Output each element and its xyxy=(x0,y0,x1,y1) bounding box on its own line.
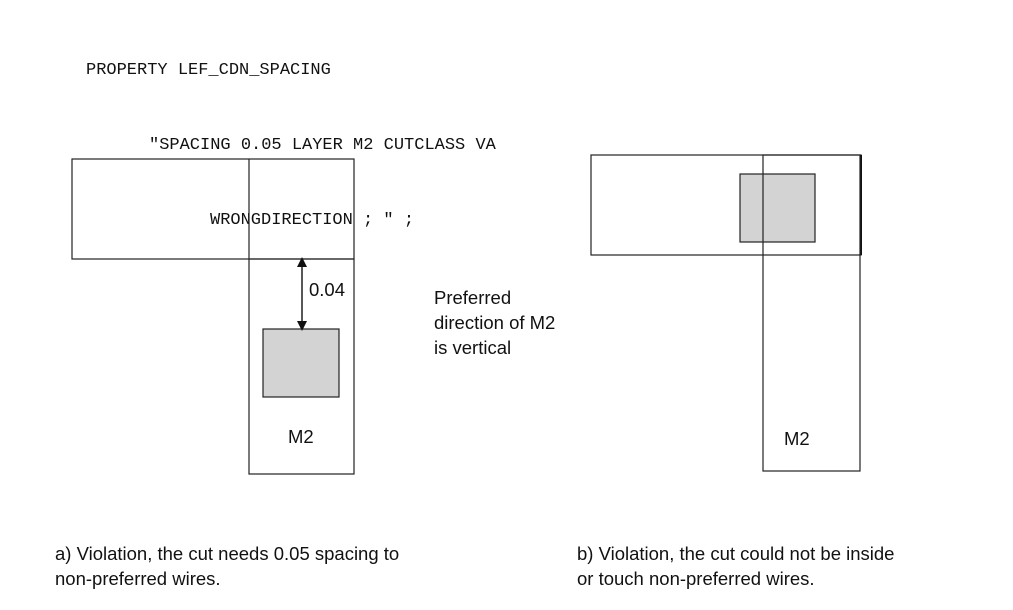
caption-b-line-2: or touch non-preferred wires. xyxy=(577,568,815,589)
cut-via xyxy=(262,328,340,398)
note-line-1: Preferred xyxy=(434,287,511,308)
note-line-2: direction of M2 xyxy=(434,312,555,333)
caption-b: b) Violation, the cut could not be insid… xyxy=(577,541,894,591)
code-line-1: PROPERTY LEF_CDN_SPACING xyxy=(86,61,331,80)
preferred-direction-note: Preferred direction of M2 is vertical xyxy=(434,287,560,358)
caption-a: a) Violation, the cut needs 0.05 spacing… xyxy=(55,541,399,591)
layer-label-m2: M2 xyxy=(288,426,314,447)
code-line-2: "SPACING 0.05 LAYER M2 CUTCLASS VA xyxy=(149,136,496,155)
note-line-3: is vertical xyxy=(434,337,511,358)
non-preferred-wire xyxy=(71,158,355,260)
caption-b-line-1: b) Violation, the cut could not be insid… xyxy=(577,543,895,564)
diagram-b: M2 xyxy=(590,154,862,472)
layer-label-m2: M2 xyxy=(784,428,810,449)
caption-a-line-2: non-preferred wires. xyxy=(55,568,221,589)
m2-vertical-wire xyxy=(762,154,861,472)
code-line-3: WRONGDIRECTION ; " ; xyxy=(210,211,415,230)
diagram-a: 0.04 M2 xyxy=(71,158,355,475)
cut-via xyxy=(739,173,816,243)
dimension-label: 0.04 xyxy=(309,279,345,300)
caption-a-line-1: a) Violation, the cut needs 0.05 spacing… xyxy=(55,543,400,564)
non-preferred-wire xyxy=(590,154,862,256)
code-block: PROPERTY LEF_CDN_SPACING "SPACING 0.05 L… xyxy=(86,8,496,258)
